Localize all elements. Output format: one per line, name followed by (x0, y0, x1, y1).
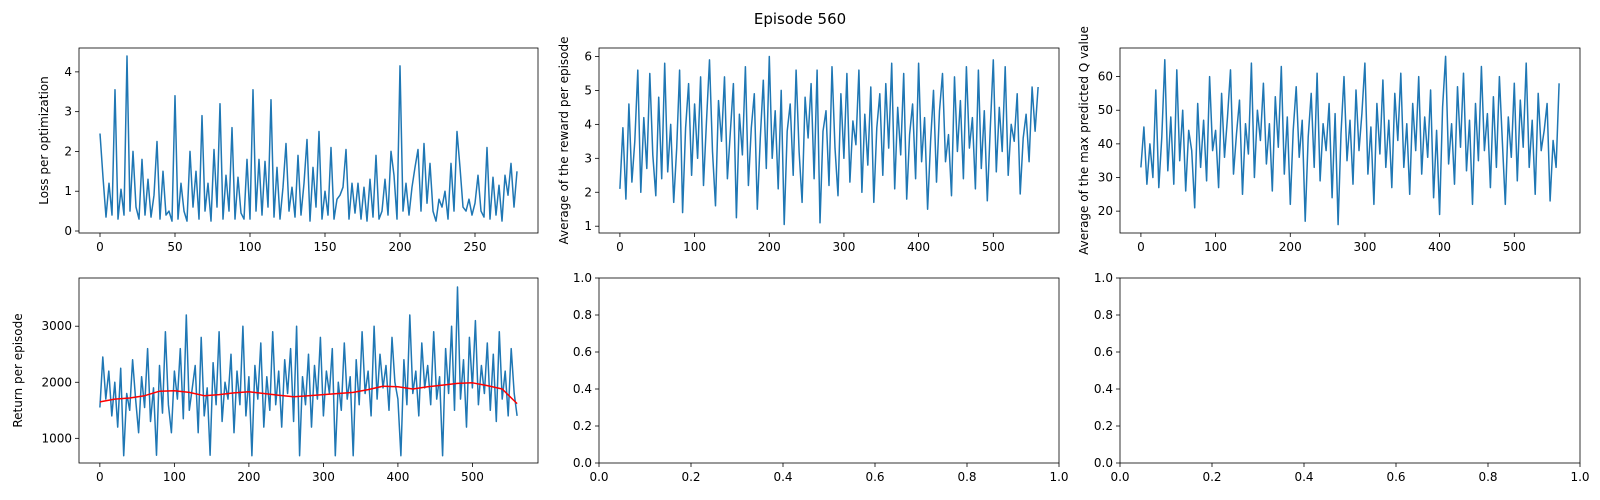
y-axis-label-avg_max_q: Average of the max predicted Q value (1077, 26, 1091, 255)
y-tick-label-loss: 3 (64, 105, 72, 119)
x-tick-label-return: 200 (237, 470, 260, 484)
x-tick-label-empty2: 0.4 (1294, 470, 1313, 484)
y-tick-label-avg_max_q: 30 (1098, 171, 1113, 185)
x-tick-label-loss: 150 (314, 240, 337, 254)
y-tick-label-empty2: 0.0 (1094, 456, 1113, 470)
y-tick-label-loss: 2 (64, 144, 72, 158)
x-tick-label-avg_max_q: 300 (1353, 240, 1376, 254)
x-tick-label-avg_reward: 200 (758, 240, 781, 254)
y-tick-label-avg_reward: 5 (584, 83, 592, 97)
y-tick-label-avg_reward: 6 (584, 49, 592, 63)
x-tick-label-empty1: 1.0 (1049, 470, 1068, 484)
y-tick-label-loss: 0 (64, 224, 72, 238)
series-line-loss-0 (99, 55, 518, 222)
series-line-avg_max_q-0 (1140, 55, 1560, 226)
y-tick-label-loss: 4 (64, 65, 72, 79)
x-tick-label-loss: 200 (389, 240, 412, 254)
series-line-return-0 (99, 286, 518, 457)
y-tick-label-empty1: 0.8 (573, 308, 592, 322)
y-tick-label-empty1: 0.0 (573, 456, 592, 470)
x-tick-label-avg_reward: 400 (907, 240, 930, 254)
figure-suptitle: Episode 560 (754, 10, 846, 28)
axes-frame-empty2 (1119, 277, 1581, 464)
chart-avg_max_q: 0 100 200 300 400 500 20 30 40 50 60 Average of the… (1077, 26, 1581, 255)
y-tick-label-avg_max_q: 20 (1098, 204, 1113, 218)
chart-empty2: 0.0 0.2 0.4 0.6 0.8 1.0 0.0 0.2 0.4 0.6 0.8 1.0 (1094, 271, 1590, 484)
x-tick-label-empty2: 0.6 (1386, 470, 1405, 484)
y-axis-label-return: Return per episode (11, 313, 25, 427)
chart-loss: 0 50 100 150 200 250 0 1 2 3 4 Loss per optimizatio… (37, 47, 539, 254)
y-tick-label-return: 2000 (41, 375, 72, 389)
y-axis-label-loss: Loss per optimization (37, 76, 51, 205)
x-tick-label-avg_max_q: 500 (1503, 240, 1526, 254)
chart-avg_reward: 0 100 200 300 400 500 1 2 3 4 5 6 Average of the rew… (557, 36, 1060, 254)
y-tick-label-loss: 1 (64, 184, 72, 198)
x-tick-label-empty2: 1.0 (1570, 470, 1589, 484)
x-tick-label-avg_reward: 100 (683, 240, 706, 254)
axes-frame-loss (78, 47, 539, 234)
x-tick-label-return: 400 (386, 470, 409, 484)
axes-frame-empty1 (598, 277, 1060, 464)
x-tick-label-loss: 50 (167, 240, 182, 254)
y-tick-label-avg_max_q: 40 (1098, 137, 1113, 151)
axes-frame-avg_max_q (1119, 47, 1581, 234)
x-tick-label-empty2: 0.2 (1202, 470, 1221, 484)
y-tick-label-avg_reward: 3 (584, 151, 592, 165)
axes-frame-return (78, 277, 539, 464)
x-tick-label-empty2: 0.0 (1110, 470, 1129, 484)
x-tick-label-avg_reward: 0 (616, 240, 624, 254)
x-tick-label-empty1: 0.6 (865, 470, 884, 484)
x-tick-label-avg_max_q: 400 (1428, 240, 1451, 254)
x-tick-label-loss: 100 (239, 240, 262, 254)
y-tick-label-avg_reward: 4 (584, 117, 592, 131)
y-tick-label-empty2: 1.0 (1094, 271, 1113, 285)
y-tick-label-avg_reward: 1 (584, 219, 592, 233)
y-axis-label-avg_reward: Average of the reward per episode (557, 36, 571, 244)
y-tick-label-empty1: 1.0 (573, 271, 592, 285)
y-tick-label-avg_max_q: 50 (1098, 103, 1113, 117)
y-tick-label-empty2: 0.4 (1094, 382, 1113, 396)
x-tick-label-loss: 250 (464, 240, 487, 254)
x-tick-label-empty1: 0.8 (957, 470, 976, 484)
y-tick-label-empty2: 0.6 (1094, 345, 1113, 359)
y-tick-label-empty1: 0.4 (573, 382, 592, 396)
y-tick-label-avg_reward: 2 (584, 185, 592, 199)
x-tick-label-return: 100 (163, 470, 186, 484)
x-tick-label-avg_reward: 500 (982, 240, 1005, 254)
y-tick-label-avg_max_q: 60 (1098, 70, 1113, 84)
y-tick-label-return: 1000 (41, 431, 72, 445)
series-line-avg_reward-0 (619, 55, 1039, 226)
x-tick-label-empty1: 0.0 (589, 470, 608, 484)
chart-return: 0 100 200 300 400 500 1000 2000 3000 Return per e… (11, 277, 539, 484)
x-tick-label-avg_max_q: 100 (1204, 240, 1227, 254)
y-tick-label-return: 3000 (41, 319, 72, 333)
x-tick-label-avg_reward: 300 (832, 240, 855, 254)
chart-empty1: 0.0 0.2 0.4 0.6 0.8 1.0 0.0 0.2 0.4 0.6 0.8 1.0 (573, 271, 1069, 484)
x-tick-label-loss: 0 (96, 240, 104, 254)
x-tick-label-avg_max_q: 200 (1279, 240, 1302, 254)
series-line-return-1 (99, 382, 518, 405)
y-tick-label-empty2: 0.2 (1094, 419, 1113, 433)
x-tick-label-avg_max_q: 0 (1137, 240, 1145, 254)
x-tick-label-empty1: 0.2 (681, 470, 700, 484)
y-tick-label-empty1: 0.6 (573, 345, 592, 359)
axes-frame-avg_reward (598, 47, 1060, 234)
x-tick-label-return: 0 (96, 470, 104, 484)
y-tick-label-empty2: 0.8 (1094, 308, 1113, 322)
y-tick-label-empty1: 0.2 (573, 419, 592, 433)
x-tick-label-return: 300 (312, 470, 335, 484)
x-tick-label-empty2: 0.8 (1478, 470, 1497, 484)
x-tick-label-return: 500 (461, 470, 484, 484)
x-tick-label-empty1: 0.4 (773, 470, 792, 484)
